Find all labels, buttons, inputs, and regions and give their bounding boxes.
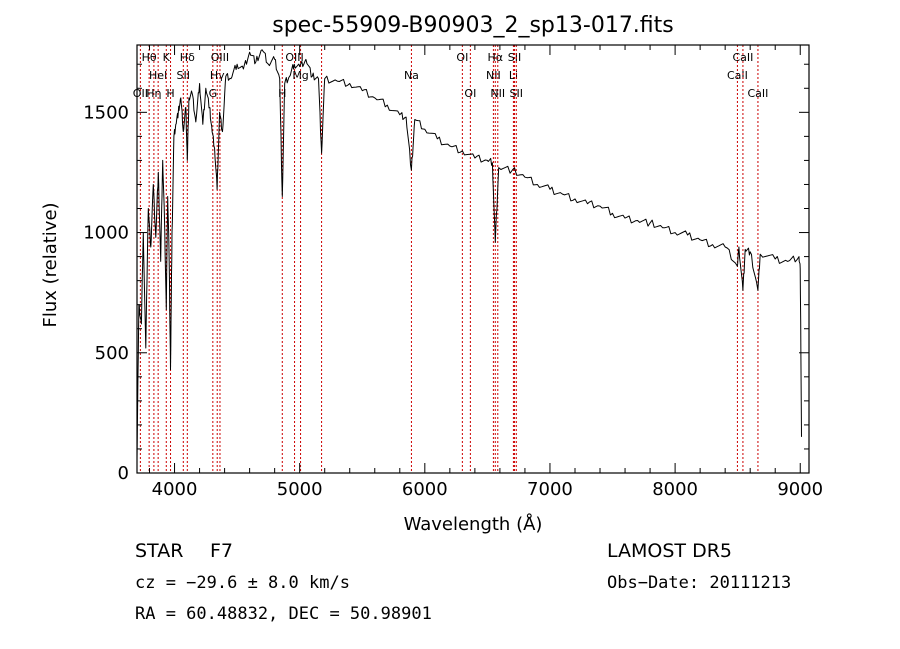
marker-label-2-0: Hη <box>146 87 161 100</box>
marker-label-9-0: Hγ <box>210 69 225 82</box>
object-class: STAR <box>135 540 183 562</box>
marker-label-20-0: NII <box>490 87 505 100</box>
plot-frame <box>136 44 810 474</box>
x-axis-label: Wavelength (Å) <box>404 513 543 535</box>
coords-text: RA = 60.48832, DEC = 50.98901 <box>135 604 432 624</box>
marker-label-5-0: H <box>166 87 174 100</box>
object-subclass: F7 <box>210 540 233 562</box>
marker-label-18-0: NII <box>486 69 501 82</box>
marker-label-22-0: SII <box>508 51 521 64</box>
marker-label-7-0: Hδ <box>180 51 195 64</box>
x-tick-label: 7000 <box>527 479 573 500</box>
y-tick-label: 0 <box>118 463 129 484</box>
marker-label-11-0: H <box>278 87 286 100</box>
y-tick-label: 1000 <box>83 223 129 244</box>
x-tick-label: 5000 <box>277 479 323 500</box>
x-tick-label: 6000 <box>402 479 448 500</box>
marker-label-16-0: OI <box>456 51 468 64</box>
obs-date-text: Obs−Date: 20111213 <box>607 573 791 593</box>
marker-label-4-0: K <box>163 51 171 64</box>
marker-label-24-0: CaII <box>727 69 748 82</box>
marker-label-8-0: G <box>209 87 218 100</box>
marker-label-19-0: Hα <box>488 51 504 64</box>
marker-label-3-0: HeI <box>149 69 167 82</box>
y-tick-label: 1500 <box>83 102 129 123</box>
marker-label-10-0: OIII <box>211 51 229 64</box>
velocity-text: cz = −29.6 ± 8.0 km/s <box>135 573 350 593</box>
marker-label-12-0: OIII <box>285 51 303 64</box>
x-axis-ticks: 4000 5000 6000 7000 8000 9000 <box>149 45 823 500</box>
marker-label-25-0: CaII <box>732 51 753 64</box>
y-axis-label: Flux (relative) <box>40 202 61 327</box>
marker-label-1-0: Hθ <box>142 51 157 64</box>
marker-label-17-0: OI <box>464 87 476 100</box>
marker-label-6-0: SII <box>177 69 190 82</box>
marker-label-13-0: Mg <box>292 69 308 82</box>
survey-name: LAMOST DR5 <box>607 540 732 562</box>
marker-label-15-0: Na <box>404 69 419 82</box>
x-tick-label: 4000 <box>152 479 198 500</box>
marker-label-23-0: SII <box>510 87 523 100</box>
marker-label-26-0: CaII <box>747 87 768 100</box>
y-tick-label: 500 <box>95 343 129 364</box>
marker-label-21-0: Li <box>509 69 518 82</box>
x-tick-label: 8000 <box>652 479 698 500</box>
chart-title: spec-55909-B90903_2_sp13-017.fits <box>272 13 674 38</box>
y-axis-ticks: 0 500 1000 1500 <box>83 63 809 484</box>
spectrum-series <box>136 49 802 459</box>
spectrum-line-0 <box>136 49 802 459</box>
x-tick-label: 9000 <box>777 479 823 500</box>
